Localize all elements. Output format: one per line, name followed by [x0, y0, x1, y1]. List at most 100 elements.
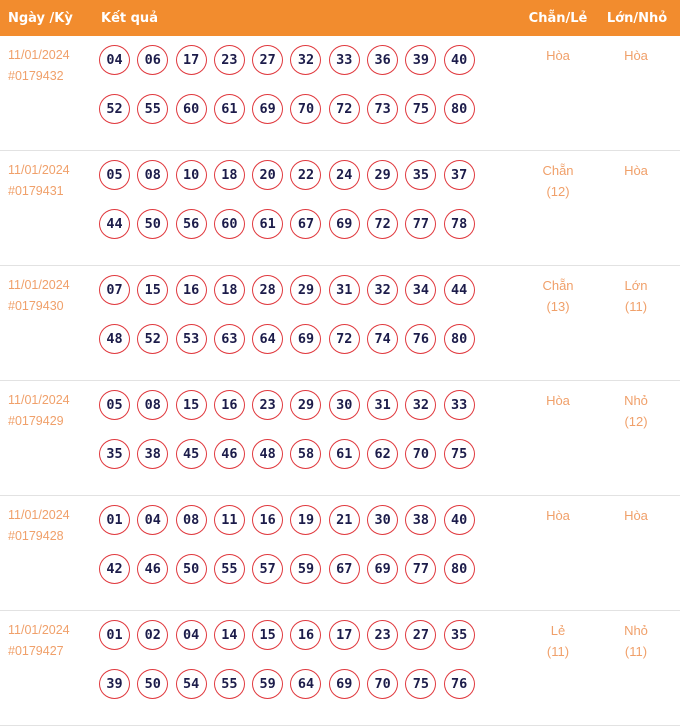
result-numbers: 01 02 04 14 15 16 17 23 27 35 39 50 54 55 59 64 69 70 75 76 [99, 620, 489, 718]
draw-date: 11/01/2024 [8, 508, 70, 522]
number-ball: 23 [213, 45, 245, 75]
number-ball: 67 [328, 554, 360, 584]
number-ball: 29 [290, 390, 322, 420]
lon-nho-result: Hòa [601, 505, 671, 526]
draw-info: 11/01/2024 #0179431 [8, 160, 70, 202]
chan-le-count: (12) [546, 184, 570, 199]
number-ball: 67 [290, 209, 322, 239]
number-ball: 60 [175, 94, 207, 124]
number-ball: 73 [367, 94, 399, 124]
draw-date: 11/01/2024 [8, 393, 70, 407]
number-ball: 06 [137, 45, 169, 75]
number-ball: 64 [290, 669, 322, 699]
number-ball: 62 [367, 439, 399, 469]
draw-id[interactable]: #0179428 [8, 529, 64, 543]
number-ball: 52 [99, 94, 130, 124]
chan-le-count: (11) [546, 644, 570, 659]
number-ball: 21 [328, 505, 360, 535]
number-ball: 29 [290, 275, 322, 305]
number-ball: 59 [290, 554, 322, 584]
number-ball: 02 [137, 620, 169, 650]
draw-date: 11/01/2024 [8, 48, 70, 62]
number-ball: 33 [443, 390, 475, 420]
number-ball: 35 [405, 160, 437, 190]
number-ball: 18 [213, 275, 245, 305]
number-ball: 04 [99, 45, 130, 75]
lon-nho-count: (11) [624, 299, 648, 314]
draw-id[interactable]: #0179430 [8, 299, 64, 313]
number-ball: 69 [252, 94, 284, 124]
number-ball: 69 [328, 669, 360, 699]
table-row: 11/01/2024 #0179429 05 08 15 16 23 29 30 31 32 33… [0, 381, 680, 496]
number-ball: 36 [367, 45, 399, 75]
number-ball: 33 [328, 45, 360, 75]
number-ball: 31 [367, 390, 399, 420]
number-ball: 10 [175, 160, 207, 190]
draw-date: 11/01/2024 [8, 623, 70, 637]
number-ball: 01 [99, 620, 130, 650]
number-ball: 38 [405, 505, 437, 535]
number-ball: 35 [99, 439, 130, 469]
chan-le-label: Hòa [546, 48, 570, 63]
draw-date: 11/01/2024 [8, 163, 70, 177]
number-ball: 58 [290, 439, 322, 469]
header-date: Ngày /Kỳ [8, 11, 73, 26]
results-table: 11/01/2024 #0179432 04 06 17 23 27 32 33 36 39 40… [0, 36, 680, 726]
number-ball: 39 [99, 669, 130, 699]
number-ball: 50 [137, 669, 169, 699]
result-numbers: 05 08 15 16 23 29 30 31 32 33 35 38 45 46 48 58 61 62 70 75 [99, 390, 489, 488]
number-ball: 64 [252, 324, 284, 354]
number-ball: 30 [367, 505, 399, 535]
lon-nho-label: Hòa [624, 508, 648, 523]
number-ball: 27 [405, 620, 437, 650]
number-ball: 45 [175, 439, 207, 469]
draw-date: 11/01/2024 [8, 278, 70, 292]
result-numbers: 07 15 16 18 28 29 31 32 34 44 48 52 53 63 64 69 72 74 76 80 [99, 275, 489, 373]
number-ball: 27 [252, 45, 284, 75]
chan-le-label: Chẵn [542, 278, 574, 293]
number-ball: 28 [252, 275, 284, 305]
number-ball: 44 [99, 209, 130, 239]
draw-id[interactable]: #0179429 [8, 414, 64, 428]
table-row: 11/01/2024 #0179431 05 08 10 18 20 22 24 29 35 37… [0, 151, 680, 266]
number-ball: 59 [252, 669, 284, 699]
draw-id[interactable]: #0179427 [8, 644, 64, 658]
number-ball: 78 [443, 209, 475, 239]
number-ball: 15 [252, 620, 284, 650]
number-ball: 60 [213, 209, 245, 239]
draw-info: 11/01/2024 #0179427 [8, 620, 70, 662]
number-ball: 42 [99, 554, 130, 584]
number-ball: 76 [443, 669, 475, 699]
number-ball: 31 [328, 275, 360, 305]
number-ball: 35 [443, 620, 475, 650]
number-ball: 04 [175, 620, 207, 650]
number-ball: 40 [443, 45, 475, 75]
draw-info: 11/01/2024 #0179432 [8, 45, 70, 87]
number-ball: 11 [213, 505, 245, 535]
number-ball: 16 [175, 275, 207, 305]
number-ball: 17 [328, 620, 360, 650]
number-ball: 69 [367, 554, 399, 584]
draw-id[interactable]: #0179431 [8, 184, 64, 198]
draw-id[interactable]: #0179432 [8, 69, 64, 83]
chan-le-count: (13) [546, 299, 570, 314]
lon-nho-label: Nhỏ [624, 623, 648, 638]
number-ball: 08 [137, 390, 169, 420]
number-ball: 61 [328, 439, 360, 469]
number-ball: 56 [175, 209, 207, 239]
number-ball: 29 [367, 160, 399, 190]
number-ball: 14 [213, 620, 245, 650]
draw-info: 11/01/2024 #0179430 [8, 275, 70, 317]
number-ball: 61 [252, 209, 284, 239]
table-row: 11/01/2024 #0179427 01 02 04 14 15 16 17 23 27 35… [0, 611, 680, 726]
result-numbers: 04 06 17 23 27 32 33 36 39 40 52 55 60 61 69 70 72 73 75 80 [99, 45, 489, 143]
lon-nho-label: Lớn [624, 278, 648, 293]
number-ball: 16 [213, 390, 245, 420]
result-numbers: 01 04 08 11 16 19 21 30 38 40 42 46 50 55 57 59 67 69 77 80 [99, 505, 489, 603]
number-ball: 72 [328, 324, 360, 354]
number-ball: 57 [252, 554, 284, 584]
number-ball: 40 [443, 505, 475, 535]
table-row: 11/01/2024 #0179432 04 06 17 23 27 32 33 36 39 40… [0, 36, 680, 151]
lon-nho-count: (11) [624, 644, 648, 659]
number-ball: 53 [175, 324, 207, 354]
